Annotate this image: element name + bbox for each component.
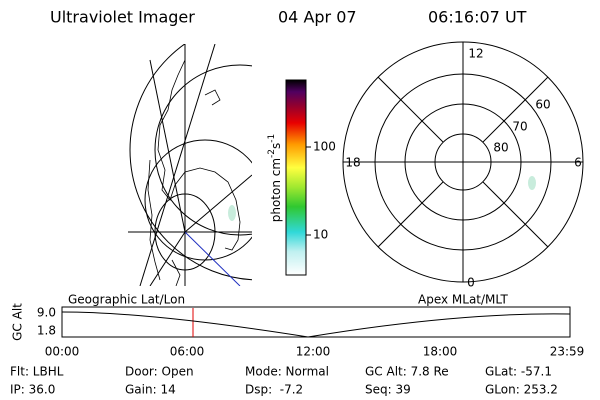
info-field: Mode: Normal (245, 365, 329, 379)
colorbar-scale (285, 79, 307, 276)
axis-label: GC Alt (11, 303, 25, 341)
colorbar: 100 10 photon cm-2s-1 (267, 79, 336, 276)
info-panel: Flt: LBHL Door: Open Mode: Normal GC Alt: 7… (10, 365, 558, 397)
time-label: 00:00 (45, 345, 80, 359)
right-label: Apex MLat/MLT (418, 293, 508, 307)
colorbar-tick-label: 10 (313, 228, 328, 242)
altitude-curve (61, 311, 571, 338)
label-exp: -1 (267, 134, 277, 143)
hour-label: 6 (574, 156, 582, 170)
timeline-box (61, 306, 571, 338)
hour-label: 18 (345, 156, 360, 170)
time-label: 23:59 (550, 345, 585, 359)
info-field: Dsp: -7.2 (245, 383, 303, 397)
aurora (228, 176, 536, 221)
info-field: GLat: -57.1 (485, 365, 552, 379)
y-label: 9.0 (37, 306, 56, 320)
lat-label: 70 (512, 120, 527, 134)
info-field: GC Alt: 7.8 Re (365, 365, 449, 379)
time: 06:16:07 UT (428, 8, 527, 27)
label-base: photon cm (269, 158, 283, 222)
lat-label: 80 (493, 141, 508, 155)
info-field: Flt: LBHL (10, 365, 64, 379)
polar-plot (342, 41, 584, 283)
label-unit: s (269, 143, 283, 149)
time-label: 18:00 (423, 345, 458, 359)
y-label: 1.8 (37, 324, 56, 338)
hour-label: 0 (467, 276, 475, 290)
label-exp: -2 (267, 149, 277, 158)
hour-label: 12 (468, 47, 483, 61)
time-label: 06:00 (170, 345, 205, 359)
instrument: Ultraviolet Imager (50, 8, 195, 27)
info-field: Door: Open (125, 365, 194, 379)
info-field: Seq: 39 (365, 383, 411, 397)
info-field: IP: 36.0 (10, 383, 55, 397)
polar-labels: 12 18 6 0 60 70 80 (345, 47, 581, 290)
colorbar-label: photon cm-2s-1 (267, 134, 283, 223)
geo-map (128, 44, 252, 286)
colorbar-tick-label: 100 (313, 140, 336, 154)
header: Ultraviolet Imager 04 Apr 07 06:16:07 UT (50, 8, 527, 27)
info-field: GLon: 253.2 (485, 383, 558, 397)
timeline: Geographic Lat/Lon Apex MLat/MLT GC Alt … (11, 293, 585, 359)
date: 04 Apr 07 (278, 8, 357, 27)
left-label: Geographic Lat/Lon (68, 293, 185, 307)
time-label: 12:00 (296, 345, 331, 359)
lat-label: 60 (535, 98, 550, 112)
info-field: Gain: 14 (125, 383, 176, 397)
